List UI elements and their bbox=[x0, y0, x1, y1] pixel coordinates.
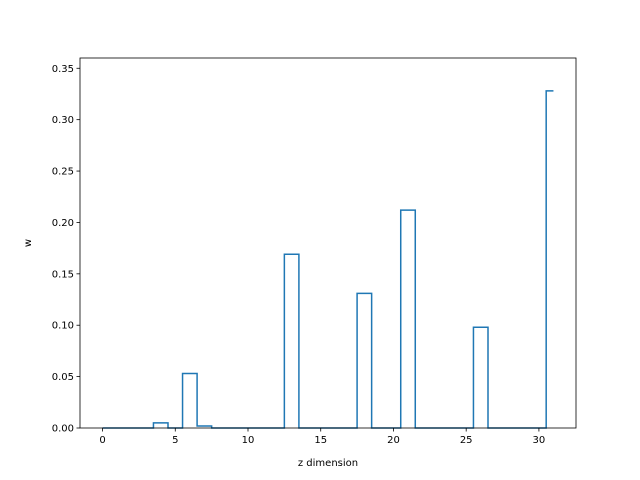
y-tick-label: 0.00 bbox=[52, 424, 74, 435]
x-tick-label: 0 bbox=[99, 435, 105, 446]
y-tick-label: 0.30 bbox=[52, 115, 74, 126]
x-tick-label: 30 bbox=[533, 435, 546, 446]
y-tick-label: 0.15 bbox=[52, 269, 74, 280]
x-axis-label: z dimension bbox=[298, 458, 358, 469]
plot-area bbox=[80, 58, 576, 428]
y-tick-label: 0.05 bbox=[52, 372, 74, 383]
x-tick-label: 25 bbox=[460, 435, 473, 446]
x-tick-label: 20 bbox=[387, 435, 400, 446]
y-axis-label: w bbox=[23, 239, 34, 247]
x-tick-label: 15 bbox=[314, 435, 327, 446]
y-tick-label: 0.35 bbox=[52, 64, 74, 75]
plot-frame bbox=[79, 57, 577, 429]
y-tick-label: 0.20 bbox=[52, 218, 74, 229]
x-tick-label: 5 bbox=[172, 435, 178, 446]
x-tick-label: 10 bbox=[242, 435, 255, 446]
y-tick-label: 0.10 bbox=[52, 321, 74, 332]
ticks-layer: 0 5 10 15 20 25 30 0.00 0.05 0.10 0.15 0.20 0.25 0.30… bbox=[52, 64, 546, 446]
y-tick-label: 0.25 bbox=[52, 167, 74, 178]
